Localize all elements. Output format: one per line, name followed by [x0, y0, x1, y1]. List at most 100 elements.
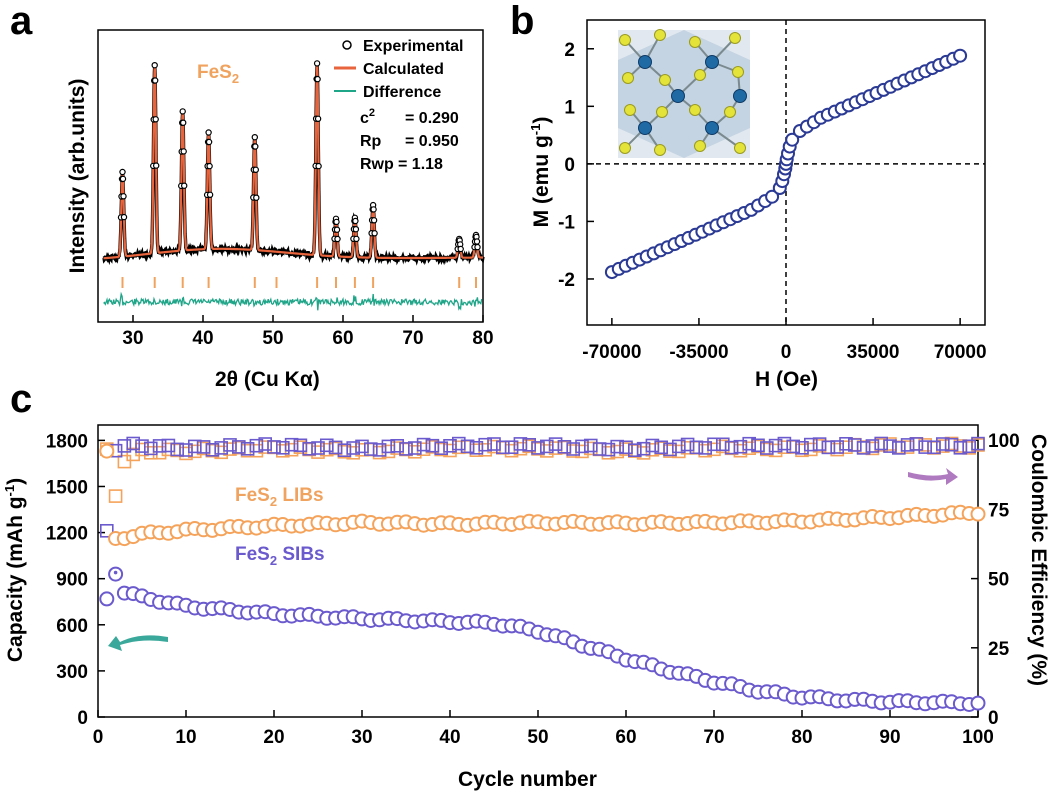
- sib-ce-point-93: [909, 437, 924, 451]
- panel-c-y-label: Capacity (mAh g-1): [2, 478, 27, 662]
- b-x-tick-label-2: 0: [781, 342, 792, 363]
- difference-curve: [103, 291, 483, 311]
- sib-ce-point-76: [759, 441, 774, 455]
- b-x-tick-label-0: -70000: [582, 342, 641, 363]
- magnetization-points: [604, 48, 968, 280]
- sulfur-atom-10: [689, 104, 701, 116]
- b-x-tick-label-1: -35000: [669, 342, 728, 363]
- sulfur-atom-3: [729, 32, 741, 44]
- lib-ce-point-7: [152, 445, 167, 460]
- legend-difference: Difference: [363, 84, 441, 101]
- sulfur-atom-5: [659, 74, 671, 86]
- stat-rwp-label: Rwp: [360, 156, 394, 173]
- sib-ce-point-80: [795, 440, 809, 455]
- c-y-tick-label-1800: 1800: [46, 431, 88, 452]
- experimental-point-4-5: [252, 166, 259, 173]
- experimental-point-7-5: [352, 225, 360, 233]
- c-y-tick-label-900: 900: [56, 570, 88, 591]
- sib-ce-point-83: [821, 440, 836, 455]
- experimental-point-7-4: [352, 217, 359, 225]
- iron-atom-4: [705, 121, 719, 135]
- sib-ce-point-26: [319, 438, 334, 453]
- sib-ce-point-51: [539, 439, 554, 454]
- c-y-tick-label-1200: 1200: [46, 524, 88, 545]
- sib-ce-point-96: [935, 437, 950, 451]
- c-x-tick-label-60: 60: [615, 727, 636, 748]
- sulfur-atom-2: [689, 36, 701, 48]
- experimental-point-10-5: [473, 238, 481, 245]
- sib-ce-point-25: [311, 441, 325, 455]
- experimental-point-0-6: [120, 213, 128, 221]
- sib-capacity-point-1: [99, 591, 115, 607]
- c-x-tick-label-50: 50: [527, 727, 548, 748]
- sib-ce-point-19: [258, 437, 273, 451]
- magnetization-point-56: [953, 48, 968, 63]
- c-x-tick-label-10: 10: [175, 727, 196, 748]
- sib-ce-point-88: [865, 439, 880, 453]
- c-x-tick-label-90: 90: [879, 727, 900, 748]
- bragg-positions: [121, 277, 477, 288]
- b-y-tick-label--1: -1: [558, 212, 575, 233]
- sib-ce-point-56: [583, 438, 598, 453]
- arrow-right-icon: [908, 468, 958, 485]
- experimental-point-4-3: [251, 133, 258, 141]
- sib-ce-point-27: [328, 440, 343, 455]
- sulfur-atom-14: [694, 140, 706, 152]
- sib-annotation: FeS2 SIBs: [235, 544, 325, 568]
- sib-ce-point-3: [117, 439, 132, 453]
- sib-ce-point-87: [856, 441, 871, 455]
- experimental-point-7-6: [353, 235, 360, 243]
- sib-ce-point-46: [495, 440, 510, 455]
- sib-ce-point-66: [671, 439, 686, 454]
- sib-ce-point-84: [830, 440, 845, 454]
- lib-capacity-point-100: [970, 506, 986, 522]
- panel-a-x-label: 2θ (Cu Kα): [215, 368, 320, 391]
- panel-c-points: [99, 436, 986, 712]
- sib-ce-point-75: [751, 438, 765, 453]
- experimental-point-6-5: [333, 226, 341, 233]
- a-x-tick-label-50: 50: [262, 328, 283, 349]
- c-y2-tick-label-75: 75: [988, 500, 1010, 521]
- experimental-point-3-4: [205, 138, 213, 146]
- sib-ce-point-53: [557, 439, 572, 454]
- b-y-tick-label-2: 2: [564, 40, 575, 61]
- sulfur-atom-11: [724, 106, 736, 118]
- b-y-tick-label-1: 1: [564, 97, 575, 118]
- sulfur-atom-13: [654, 144, 666, 156]
- sib-ce-point-14: [214, 441, 228, 455]
- panel-b-x-label: H (Oe): [755, 368, 818, 391]
- c-y2-tick-label-100: 100: [988, 431, 1020, 452]
- c-y-tick-label-300: 300: [56, 662, 88, 683]
- panel-c-cycling: 0 10 20 30 40 50 60 70 80 90 100030060090012001500…: [2, 424, 1050, 791]
- panel-a-frame: [97, 29, 484, 323]
- calculated-curve: [103, 63, 483, 260]
- sib-ce-point-64: [654, 440, 669, 455]
- experimental-point-2-4: [179, 119, 187, 126]
- sib-ce-point-10: [179, 443, 193, 457]
- sulfur-atom-8: [624, 104, 636, 116]
- sib-ce-point-62: [636, 441, 651, 456]
- sib-ce-point-59: [610, 439, 625, 454]
- sulfur-atom-0: [619, 34, 631, 46]
- sulfur-atom-9: [656, 106, 668, 118]
- a-x-tick-label-30: 30: [122, 328, 143, 349]
- sib-ce-point-60: [619, 440, 633, 455]
- panel-a-y-label: Intensity (arb.units): [66, 79, 89, 274]
- stat-chi2-label: c2: [360, 107, 375, 127]
- lib-ce-point-2: [108, 489, 123, 503]
- sib-ce-point-72: [724, 440, 739, 455]
- experimental-point-3-3: [205, 129, 212, 136]
- sib-ce-point-65: [663, 442, 677, 457]
- iron-atom-5: [733, 89, 747, 103]
- a-x-tick-label-70: 70: [402, 328, 423, 349]
- sib-ce-point-40: [443, 438, 457, 453]
- lib-ce-point-79: [786, 440, 801, 454]
- panel-a-xrd: 30 40 50 60 70 80 2θ (Cu Kα) Intensity (arb.u…: [66, 29, 494, 391]
- c-x-tick-label-80: 80: [791, 727, 812, 748]
- lib-ce-point-68: [689, 440, 704, 455]
- sulfur-atom-1: [654, 29, 666, 41]
- sib-ce-point-7: [152, 439, 167, 453]
- experimental-point-0-4: [119, 175, 127, 183]
- panel-letter-c: c: [10, 377, 32, 421]
- c-x-tick-label-0: 0: [93, 727, 104, 748]
